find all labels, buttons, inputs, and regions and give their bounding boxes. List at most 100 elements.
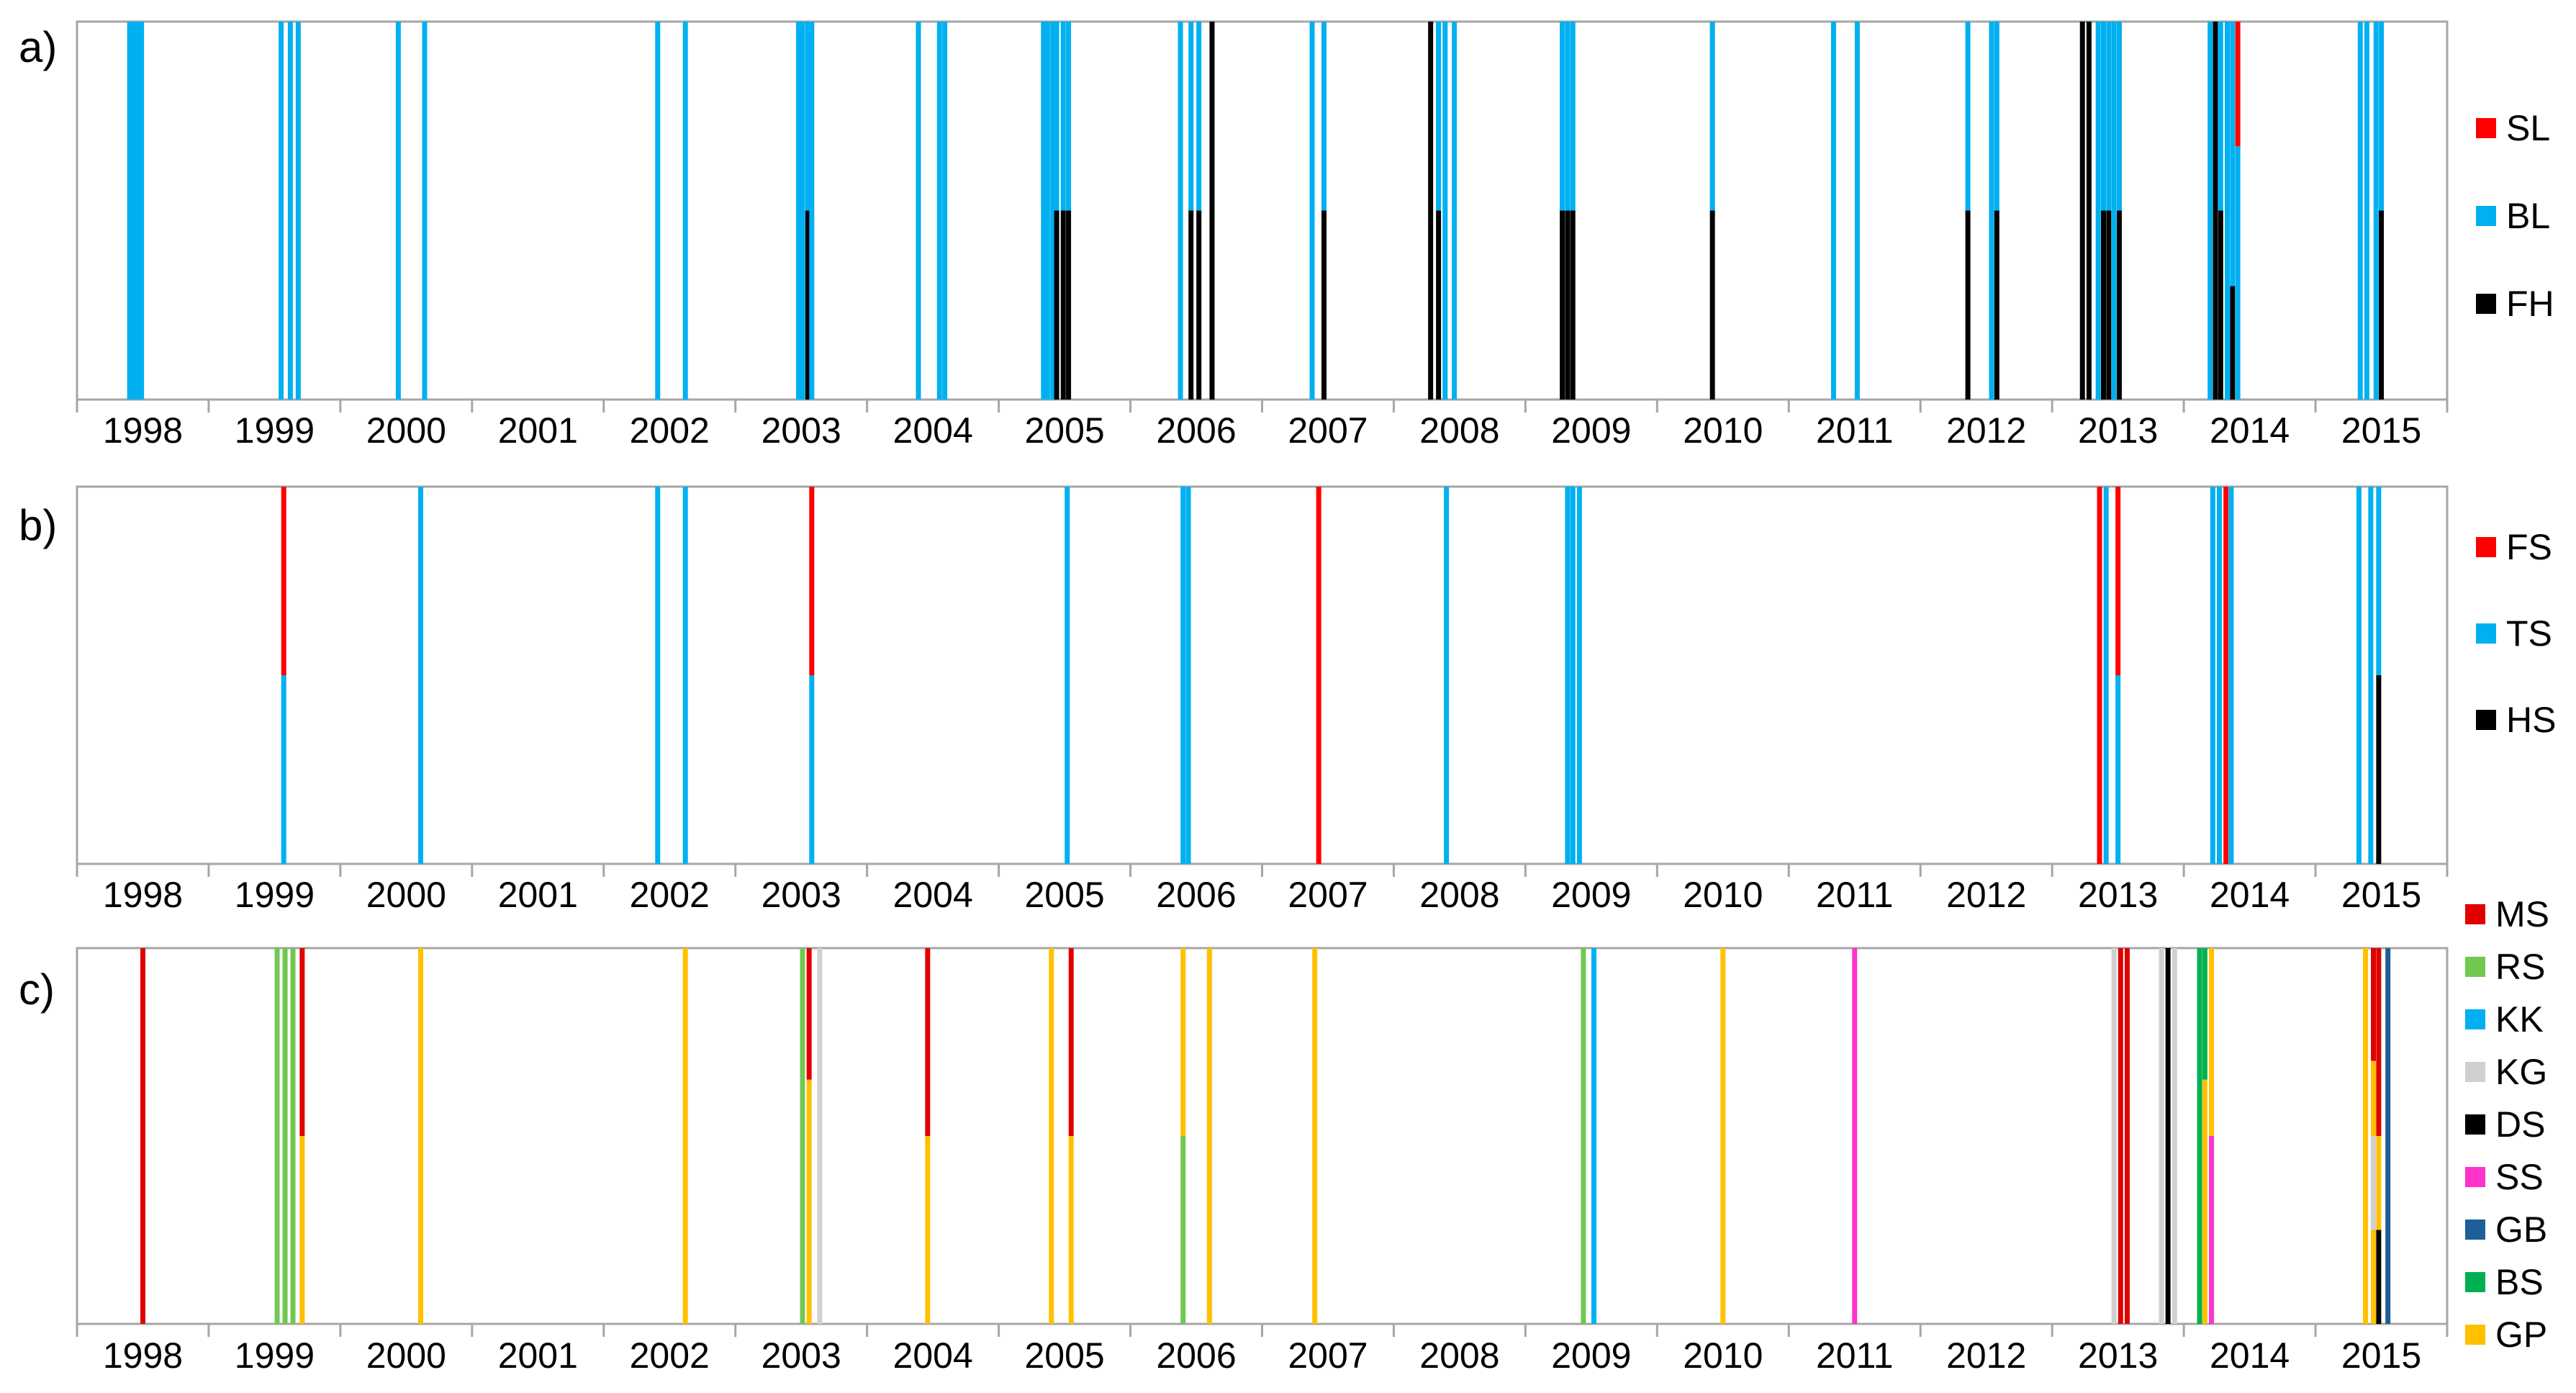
event-bar-ms [925,948,931,1136]
event-bar-bl [796,22,802,400]
event-bar-bl [1188,22,1194,211]
event-bar-bl [682,22,688,400]
event-bar-ms [2376,948,2382,1136]
event-bar-ts [2210,487,2215,864]
event-bar-ts [809,675,815,864]
event-bar-rs [1581,948,1586,1324]
x-tick-label: 2008 [1419,1335,1499,1376]
event-bar-bl [279,22,284,400]
x-tick-label: 2004 [893,875,973,915]
event-bar-gp [1720,948,1726,1324]
x-tick-label: 2010 [1683,1335,1763,1376]
legend-swatch [2476,294,2496,314]
event-bar-kk [1591,948,1597,1324]
event-bar-fh [2218,210,2223,400]
event-bar-ts [1570,487,1576,864]
event-bar-gp [1049,948,1054,1324]
x-tick-label: 2002 [630,410,710,451]
event-bar-kg [2171,948,2177,1324]
legend-label: GB [2495,1209,2548,1250]
event-bar-ts [1565,487,1571,864]
event-bar-fs [1316,487,1321,864]
event-bar-bl [1436,22,1442,211]
legend-label: MS [2495,894,2549,934]
event-bar-hs [2376,675,2382,864]
event-bar-bl [2101,22,2107,211]
event-bar-fh [1209,22,1215,400]
event-bar-gp [417,948,423,1324]
event-bar-ts [2103,487,2109,864]
event-bar-fs [2223,487,2229,864]
legend-swatch [2476,118,2496,138]
x-tick-label: 2009 [1551,875,1631,915]
x-tick-label: 2013 [2078,875,2158,915]
x-tick-label: 1999 [235,875,315,915]
x-tick-label: 2015 [2341,410,2421,451]
event-bar-fh [2106,210,2112,400]
event-bar-bl [2379,22,2385,211]
legend-label: FH [2506,284,2554,324]
x-tick-label: 2000 [366,875,446,915]
legend-swatch [2476,623,2496,644]
x-tick-label: 2003 [761,875,841,915]
event-bar-ts [1180,487,1186,864]
event-bar-bl [131,22,137,400]
plot-area [76,947,2449,1325]
event-bar-bl [139,22,145,400]
event-bar-ts [417,487,423,864]
x-tick-label: 2007 [1288,875,1368,915]
legend-swatch [2465,1062,2485,1082]
x-tick-label: 2004 [893,410,973,451]
legend-label: DS [2495,1104,2546,1145]
event-bar-ts [655,487,661,864]
x-tick-label: 2003 [761,410,841,451]
event-bar-ss [1852,948,1858,1324]
x-tick-label: 2012 [1946,1335,2026,1376]
event-bar-fh [1321,210,1327,400]
legend-label: GP [2495,1315,2548,1355]
event-bar-gp [806,1079,812,1324]
event-bar-fh [2213,22,2218,400]
event-bar-bl [2364,22,2369,400]
legend-label: TS [2506,613,2552,654]
event-bar-bl [2116,22,2122,211]
event-bar-fh [1565,210,1571,400]
legend-item: GP [2465,1315,2547,1355]
event-bar-bl [2224,22,2230,400]
x-tick-label: 1998 [103,875,183,915]
event-bar-ms [1068,948,1074,1136]
legend-item: FH [2476,284,2554,324]
x-tick-label: 2001 [498,1335,578,1376]
event-bar-ds [2165,948,2171,1324]
event-bar-fh [2116,210,2122,400]
x-tick-label: 2012 [1946,875,2026,915]
event-bar-bl [1321,22,1327,211]
event-bar-gp [2202,1079,2207,1324]
event-bar-fh [1570,210,1576,400]
legend-label: SS [2495,1157,2544,1197]
event-bar-bl [135,22,140,400]
event-bar-bl [2230,22,2236,287]
event-bar-gp [2376,1136,2382,1230]
x-tick-label: 2005 [1024,1335,1104,1376]
x-tick-label: 2009 [1551,410,1631,451]
event-bar-bl [1442,22,1448,400]
event-bar-bl [2095,22,2101,400]
event-bar-gp [925,1136,931,1324]
event-bar-bl [1452,22,1458,400]
legend-label: BL [2506,196,2551,236]
event-bar-ts [1576,487,1582,864]
event-bar-bl [809,22,815,400]
event-bar-bl [1965,22,1971,211]
legend-label: HS [2506,700,2557,740]
x-tick-label: 2012 [1946,410,2026,451]
x-tick-label: 2001 [498,875,578,915]
x-tick-label: 2006 [1156,1335,1236,1376]
event-bar-kg [2111,948,2117,1324]
event-bar-fs [2115,487,2121,675]
event-bar-fh [1054,210,1059,400]
event-bar-bl [2235,146,2241,400]
x-tick-label: 2008 [1419,410,1499,451]
